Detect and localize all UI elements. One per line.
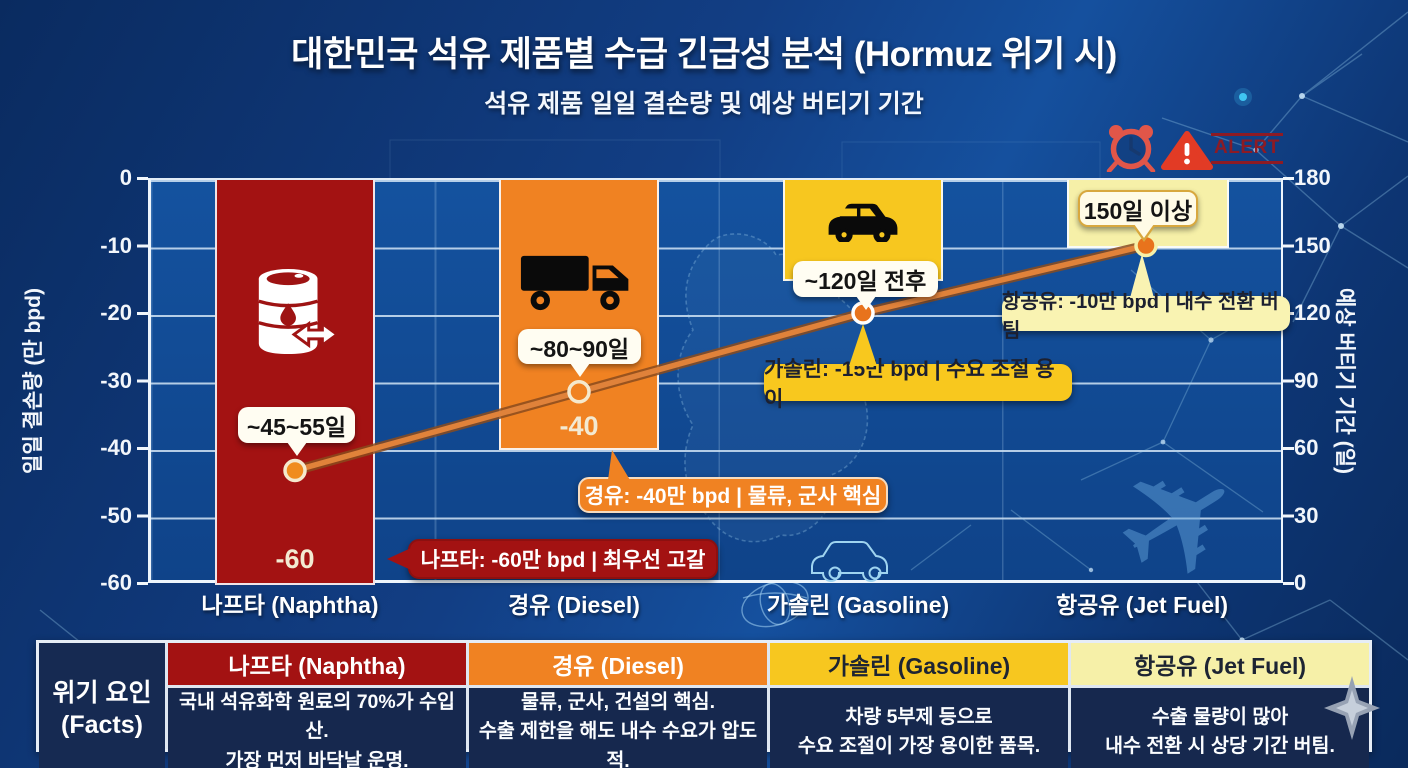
right-axis-ticks: [1283, 177, 1294, 587]
left-tick-10: -10: [100, 232, 132, 258]
callout-diesel-days-text: ~80~90일: [529, 335, 630, 362]
annotation-diesel-text: 경유: -40만 bpd | 물류, 군사 핵심: [584, 485, 882, 508]
right-tick-180: 180: [1294, 165, 1331, 190]
facts-row-label-line1: 위기 요인: [52, 678, 152, 707]
x-label-naphtha: 나프타 (Naphtha): [201, 592, 379, 618]
annotation-gasoline-text: 가솔린: -15만 bpd | 수요 조절 용이: [764, 357, 1055, 411]
facts-header-jet-fuel: 항공유 (Jet Fuel): [1071, 643, 1369, 685]
annotation-gasoline: 가솔린: -15만 bpd | 수요 조절 용이: [764, 324, 1072, 411]
page-subtitle: 석유 제품 일일 결손량 및 예상 버티기 기간: [484, 90, 924, 118]
facts-row-label-line2: (Facts): [61, 711, 143, 740]
left-tick-50: -50: [100, 502, 132, 528]
facts-row-label: 위기 요인 (Facts): [39, 643, 165, 768]
callout-naphtha-days-text: ~45~55일: [246, 414, 347, 440]
right-tick-150: 150: [1294, 232, 1331, 258]
alert-badge: ALERT: [1211, 133, 1283, 164]
facts-naphtha-line2: 가장 먼저 바닥날 운명.: [225, 749, 409, 768]
facts-diesel-line2: 수출 제한을 해도 내수 수요가 압도적.: [478, 720, 758, 768]
facts-body-diesel: 물류, 군사, 건설의 핵심. 수출 제한을 해도 내수 수요가 압도적.: [469, 688, 767, 768]
left-axis-title: 일일 결손량 (만 bpd): [22, 288, 45, 474]
callout-tail: [855, 296, 876, 310]
callout-naphtha-days: ~45~55일: [238, 407, 355, 456]
survival-days-line: [283, 233, 1158, 483]
facts-header-diesel: 경유 (Diesel): [469, 643, 767, 685]
facts-body-jet-fuel: 수출 물량이 많아 내수 전환 시 상당 기간 버팀.: [1071, 688, 1369, 768]
callout-tail: [286, 442, 307, 456]
globe-wireframe-icon: [741, 580, 809, 628]
facts-table: 위기 요인 (Facts) 나프타 (Naphtha) 경유 (Diesel) …: [36, 640, 1372, 768]
facts-gasoline-line2: 수요 조절이 가장 용이한 품목.: [797, 734, 1041, 757]
x-label-jet-fuel: 항공유 (Jet Fuel): [1055, 592, 1229, 618]
annotation-naphtha: 나프타: -60만 bpd | 최우선 고갈: [387, 539, 718, 579]
alarm-clock-icon: [1106, 125, 1156, 172]
annotation-tail: [608, 450, 630, 480]
facts-body-gasoline: 차량 5부제 등으로 수요 조절이 가장 용이한 품목.: [770, 688, 1068, 768]
right-tick-90: 90: [1294, 367, 1319, 393]
annotation-tail: [387, 548, 411, 570]
facts-header-naphtha: 나프타 (Naphtha): [168, 643, 466, 685]
annotation-jet-fuel: 항공유: -10만 bpd | 내수 전환 버팀: [1002, 254, 1290, 342]
right-tick-30: 30: [1294, 502, 1319, 528]
callout-jet-fuel-days-text: 150일 이상: [1083, 197, 1193, 224]
left-tick-20: -20: [100, 300, 132, 325]
facts-body-naphtha: 국내 석유화학 원료의 70%가 수입산. 가장 먼저 바닥날 운명.: [168, 688, 466, 768]
callout-gasoline-days-text: ~120일 전후: [804, 268, 927, 294]
annotation-tail: [1130, 254, 1154, 298]
right-tick-0: 0: [1294, 570, 1307, 595]
right-tick-120: 120: [1294, 300, 1331, 325]
facts-diesel-line1: 물류, 군사, 건설의 핵심.: [521, 691, 715, 713]
point-diesel: [567, 380, 591, 404]
x-label-diesel: 경유 (Diesel): [508, 592, 640, 618]
annotation-naphtha-text: 나프타: -60만 bpd | 최우선 고갈: [420, 549, 706, 572]
warning-triangle-icon: [1161, 131, 1213, 170]
point-naphtha: [283, 458, 307, 483]
annotation-tail: [849, 324, 877, 366]
left-tick-30: -30: [100, 367, 132, 393]
facts-jet-fuel-line2: 내수 전환 시 상당 기간 버팀.: [1105, 734, 1335, 757]
right-axis-title: 예상 버티기 기간 (일): [1333, 287, 1356, 475]
left-tick-0: 0: [119, 165, 132, 190]
x-label-gasoline: 가솔린 (Gasoline): [766, 592, 950, 618]
facts-jet-fuel-line1: 수출 물량이 많아: [1151, 705, 1289, 728]
left-tick-40: -40: [100, 435, 132, 460]
facts-gasoline-line1: 차량 5부제 등으로: [845, 705, 993, 728]
sparkle-icon: [1324, 676, 1380, 740]
callout-jet-fuel-days: 150일 이상: [1078, 190, 1198, 242]
right-tick-60: 60: [1294, 435, 1319, 460]
annotation-diesel: 경유: -40만 bpd | 물류, 군사 핵심: [578, 450, 888, 513]
callout-tail: [1133, 224, 1154, 238]
left-axis-ticks: [137, 177, 148, 587]
callout-diesel-days: ~80~90일: [518, 329, 641, 377]
facts-naphtha-line1: 국내 석유화학 원료의 70%가 수입산.: [179, 691, 455, 743]
page-title: 대한민국 석유 제품별 수급 긴급성 분석 (Hormuz 위기 시): [291, 35, 1117, 74]
callout-tail: [569, 363, 590, 377]
left-tick-60: -60: [100, 570, 132, 595]
facts-header-gasoline: 가솔린 (Gasoline): [770, 643, 1068, 685]
callout-gasoline-days: ~120일 전후: [793, 261, 938, 310]
